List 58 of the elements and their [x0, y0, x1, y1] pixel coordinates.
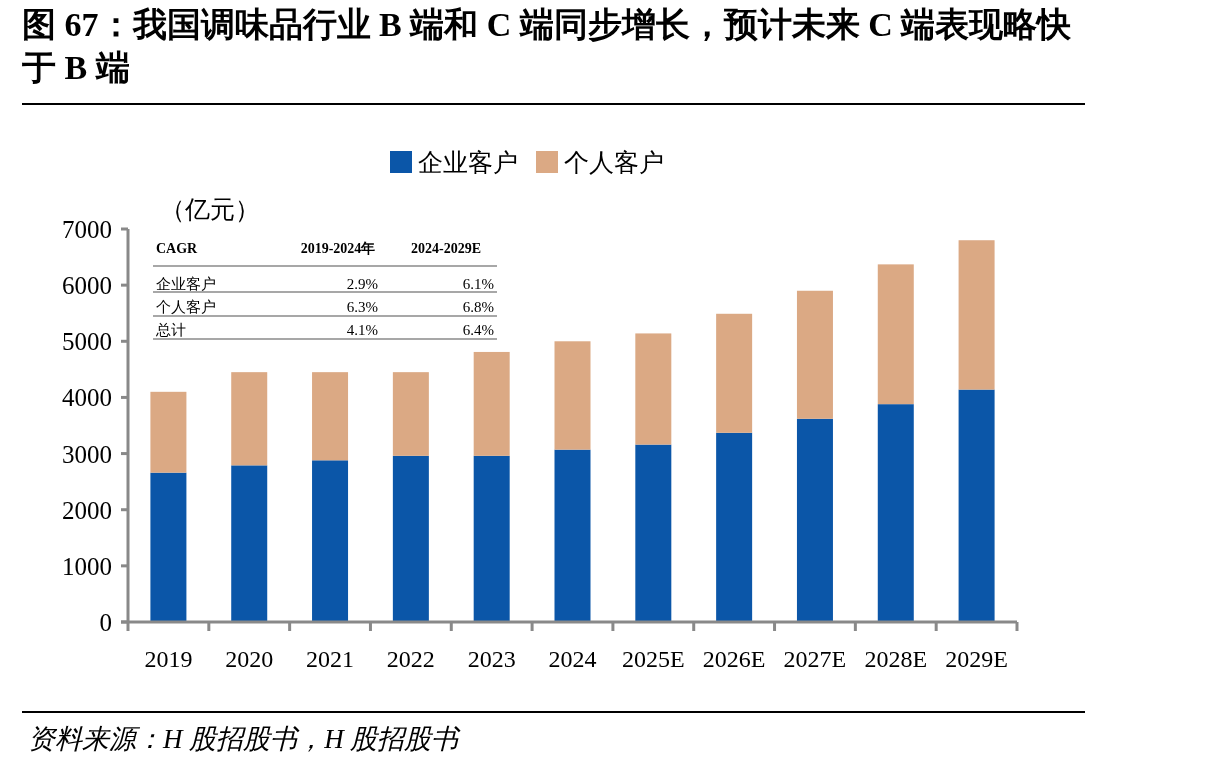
x-tick-label: 2024: [548, 646, 597, 672]
x-tick-label: 2028E: [864, 646, 928, 672]
bar: [958, 389, 995, 622]
bar: [231, 372, 268, 466]
bar: [796, 418, 833, 622]
bar: [473, 351, 510, 456]
bar: [231, 465, 268, 622]
bar: [312, 460, 349, 622]
annotation: 个人客户: [156, 299, 216, 315]
annotation: 6.1%: [462, 276, 494, 292]
bar: [150, 472, 187, 622]
annotation: 企业客户: [156, 276, 216, 292]
x-tick-label: 2021: [306, 646, 355, 672]
bar: [150, 391, 187, 473]
annotation: 2.9%: [346, 276, 378, 292]
bar: [796, 290, 833, 419]
y-tick-label: 0: [99, 609, 112, 636]
legend-label: 个人客户: [564, 149, 664, 176]
annotation: 总计: [155, 322, 186, 338]
annotation: 6.8%: [462, 299, 494, 315]
text: 资料来源：H 股招股书，H 股招股书: [28, 724, 462, 754]
x-tick-label: 2019: [144, 646, 193, 672]
legend-label: 企业客户: [418, 149, 518, 176]
y-tick-label: 3000: [62, 440, 112, 468]
x-tick-label: 2026E: [702, 646, 766, 672]
x-tick-label: 2025E: [621, 646, 685, 672]
bar: [716, 313, 753, 433]
x-tick-label: 2020: [225, 646, 274, 672]
y-tick-label: 5000: [62, 328, 112, 356]
x-tick-label: 2023: [467, 646, 516, 672]
bar: [554, 341, 591, 450]
annotation: 6.4%: [462, 322, 494, 338]
bar: [473, 455, 510, 622]
bar: [635, 333, 672, 445]
bar: [392, 372, 429, 456]
bar: [716, 432, 753, 622]
y-tick-label: 2000: [62, 496, 112, 524]
bar: [554, 449, 591, 622]
annotation: 2019-2024年: [300, 241, 376, 256]
y-tick-label: 1000: [62, 552, 112, 580]
annotation: 4.1%: [346, 322, 378, 338]
y-tick-label: 6000: [62, 272, 112, 300]
y-tick-label: 7000: [62, 216, 112, 243]
annotation: 6.3%: [346, 299, 378, 315]
annotation: CAGR: [156, 241, 199, 256]
annotation: 2024-2029E: [411, 241, 481, 256]
x-tick-label: 2022: [386, 646, 435, 672]
bar: [958, 240, 995, 390]
bar: [877, 264, 914, 405]
y-tick-label: 4000: [62, 384, 112, 412]
y-axis-title: （亿元）: [160, 196, 260, 223]
bar: [635, 444, 672, 622]
bar: [392, 455, 429, 622]
x-tick-label: 2029E: [945, 646, 1008, 672]
bar: [877, 404, 914, 622]
bar: [312, 372, 349, 461]
x-tick-label: 2027E: [783, 646, 847, 672]
title: 图 67：我国调味品行业 B 端和 C 端同步增长，预计未来 C 端表现略快于 B 端: [22, 6, 1072, 86]
